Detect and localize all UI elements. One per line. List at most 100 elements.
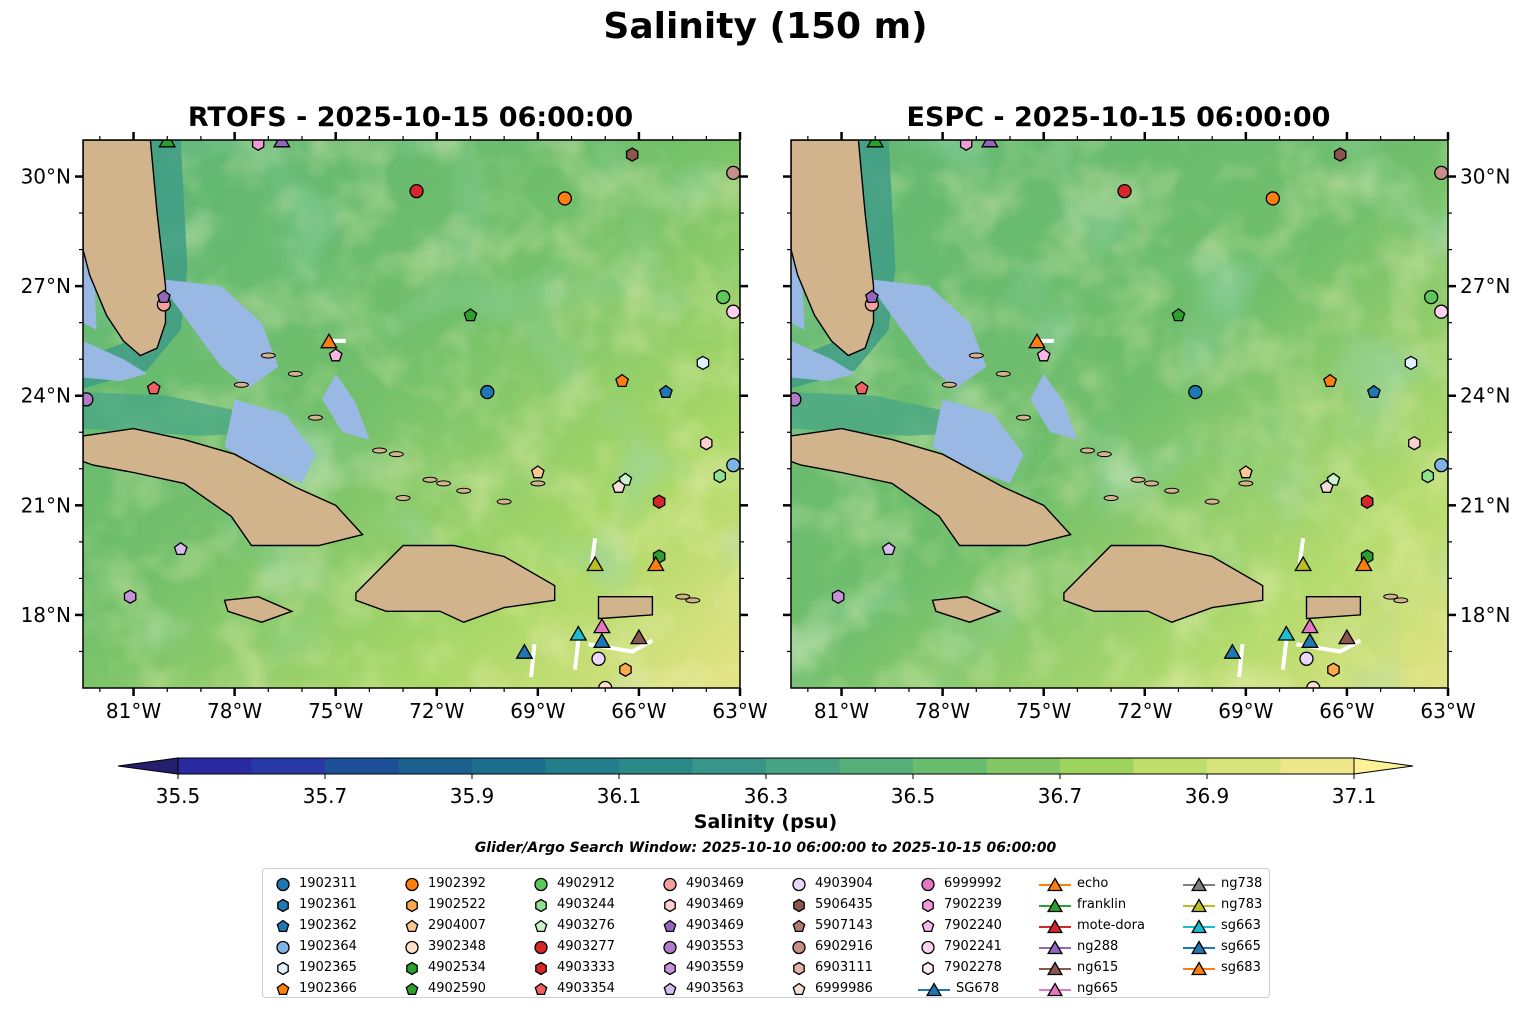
legend-label: sg663	[1221, 918, 1261, 933]
legend-item: 4903277	[531, 936, 615, 957]
colorbar-segment	[1280, 758, 1355, 774]
glider-ng615	[629, 628, 648, 645]
float-4903333	[652, 494, 666, 509]
colorbar-segment	[766, 758, 840, 774]
island	[260, 352, 276, 359]
legend-label: 4903277	[557, 939, 615, 954]
legend-marker	[276, 919, 290, 932]
legend-item: 6999992	[918, 873, 1002, 894]
glider-marker-icon	[1183, 897, 1215, 912]
circle-marker-icon	[405, 877, 419, 891]
legend-marker	[925, 981, 943, 996]
legend-item: 1902361	[273, 894, 357, 915]
legend-marker	[921, 919, 935, 932]
pentagon-marker-icon	[276, 919, 290, 932]
lon-tick-label: 75°W	[1016, 699, 1071, 723]
circle-marker-icon	[792, 940, 806, 954]
glider-track	[589, 537, 598, 565]
legend-label: 4902912	[557, 876, 615, 891]
search-window-note: Glider/Argo Search Window: 2025-10-10 06…	[474, 840, 1057, 856]
legend-column: echo franklin mote-dora ng288 ng615 ng665	[1039, 873, 1145, 999]
lon-tick-label: 78°W	[207, 699, 262, 723]
espc-map: 81°W 78°W 75°W 72°W 69°W 66°W 63°W 30°N 27°N 24°N…	[783, 132, 1510, 723]
legend-marker	[534, 982, 548, 995]
legend-label: 4903904	[815, 876, 873, 891]
legend-marker	[534, 940, 548, 954]
legend-label: 1902392	[428, 876, 486, 891]
lat-tick-label: 27°N	[1460, 274, 1510, 298]
shallow-bank	[932, 399, 1024, 484]
legend-label: 4903559	[686, 960, 744, 975]
legend-label: ng738	[1221, 876, 1263, 891]
puerto-rico-land	[597, 596, 654, 620]
glider-marker-icon	[1039, 897, 1071, 912]
legend-item: SG678	[918, 978, 1002, 999]
legend-item: ng738	[1183, 873, 1262, 894]
legend-marker	[1190, 876, 1208, 891]
shallow-bank	[322, 373, 370, 440]
legend-item: 4903563	[660, 978, 744, 999]
colorbar: 35.5 35.7 35.9 36.1 36.3 36.5 36.7 36.9 37.1	[117, 757, 1414, 808]
island	[1144, 480, 1160, 487]
float-4903553	[791, 392, 802, 407]
legend-item: 2904007	[402, 915, 486, 936]
legend-item: 6903111	[789, 957, 873, 978]
legend-label: franklin	[1077, 897, 1127, 912]
float-4903354	[146, 381, 161, 395]
legend-marker	[406, 898, 418, 912]
legend-marker	[276, 982, 290, 995]
legend-item: ng783	[1183, 894, 1262, 915]
rtofs-panel-title: RTOFS - 2025-10-15 06:00:00	[187, 102, 634, 133]
float-1902522	[1327, 662, 1340, 677]
island	[685, 597, 701, 604]
float-4903469	[864, 289, 879, 304]
glider-sg683	[646, 555, 665, 572]
glider-sg663	[569, 625, 588, 641]
float-4903277	[1117, 183, 1132, 199]
colorbar-segment	[986, 758, 1061, 774]
legend-marker	[922, 898, 934, 912]
legend-column: 1902392 1902522 2904007 3902348 4902534 49025…	[402, 873, 486, 999]
colorbar-tick-label: 36.7	[1038, 784, 1083, 808]
legend-label: 7902240	[944, 918, 1002, 933]
legend-item: 4903276	[531, 915, 615, 936]
float-4903559	[831, 589, 845, 604]
legend-marker	[921, 877, 935, 891]
map-frame	[82, 139, 741, 689]
legend-item: 4903469	[660, 915, 744, 936]
island	[941, 381, 957, 388]
float-1902364	[1434, 457, 1448, 473]
lon-tick-label: 66°W	[1319, 699, 1374, 723]
glider-SG678	[1223, 643, 1242, 659]
legend-column: 4902912 4903244 4903276 4903277 4903333 49033…	[531, 873, 615, 999]
float-7902239	[251, 140, 265, 151]
puerto-rico-land	[1305, 596, 1362, 620]
shallow-bank	[83, 340, 147, 382]
glider-track	[529, 643, 537, 678]
glider-track	[1297, 537, 1306, 565]
lat-tick-label: 30°N	[21, 165, 71, 189]
legend-label: 4903469	[686, 897, 744, 912]
legend-marker	[535, 898, 547, 912]
legend-item: 1902362	[273, 915, 357, 936]
pentagon-marker-icon	[792, 982, 806, 995]
legend-item: 4903244	[531, 894, 615, 915]
legend-item: 4903469	[660, 873, 744, 894]
legend-column: 4903469 4903469 4903469 4903553 4903559 49035…	[660, 873, 744, 999]
colorbar-tick-label: 36.3	[744, 784, 789, 808]
pentagon-marker-icon	[534, 982, 548, 995]
float-2904007	[530, 465, 545, 479]
legend-marker	[1190, 897, 1208, 912]
colorbar-segment	[251, 758, 326, 774]
colorbar-segment	[1060, 758, 1134, 774]
float-4903244	[713, 468, 727, 484]
legend-item: 7902240	[918, 915, 1002, 936]
colorbar-extend-high	[1353, 757, 1414, 775]
float-5906435	[625, 147, 639, 162]
hexagon-marker-icon	[664, 898, 676, 912]
legend-marker	[535, 961, 547, 975]
legend-item: 7902241	[918, 936, 1002, 957]
legend-item: 5907143	[789, 915, 873, 936]
legend-marker	[406, 961, 418, 975]
maps-canvas: 81°W 78°W 75°W 72°W 69°W 66°W 63°W 30°N 27°N 24°N…	[21, 132, 1510, 723]
